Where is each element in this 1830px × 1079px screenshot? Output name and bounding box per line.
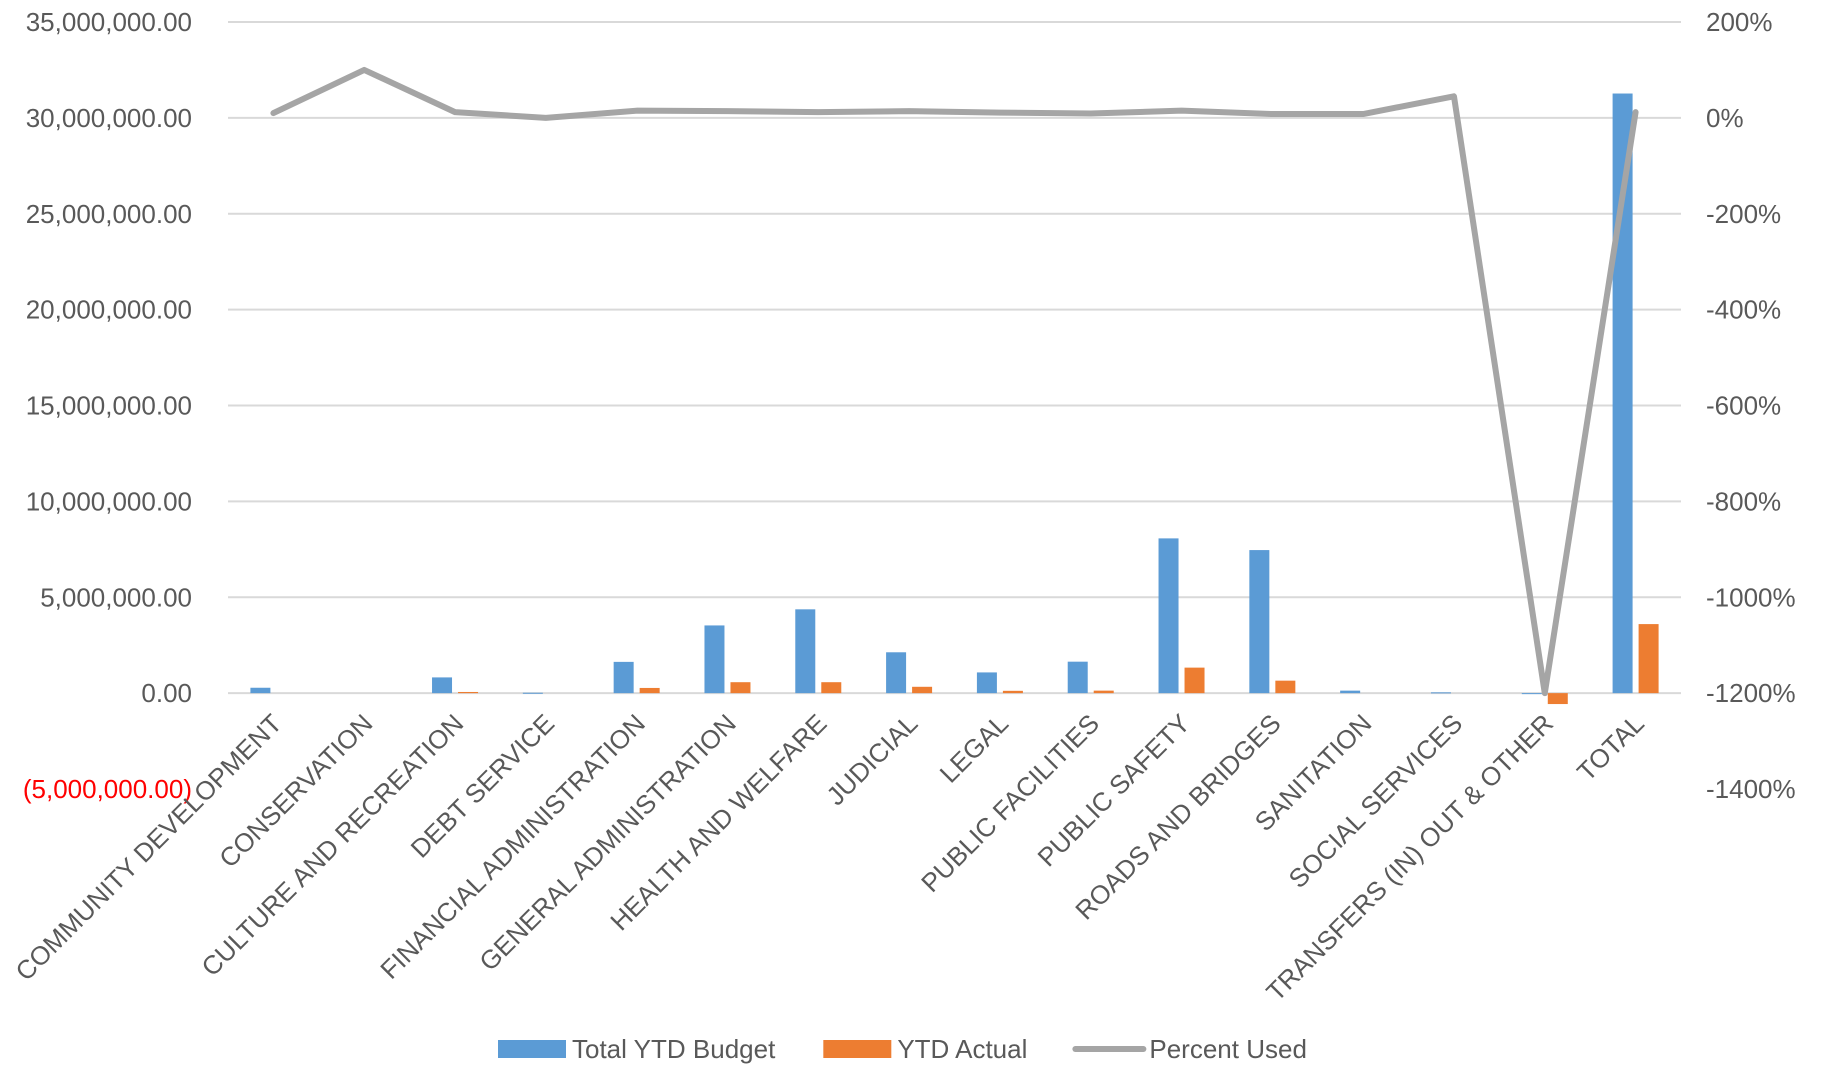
x-category-label: PUBLIC SAFETY [1032, 708, 1196, 872]
budget-bar [886, 652, 907, 694]
actual-bar [1002, 690, 1023, 694]
y-left-tick-label: 5,000,000.00 [40, 582, 192, 612]
legend-swatch [823, 1040, 892, 1058]
actual-bar [458, 691, 479, 694]
y-right-tick-label: -200% [1706, 199, 1781, 229]
percent-used-line [270, 66, 1639, 697]
budget-bar [795, 609, 816, 694]
budget-bar [250, 687, 271, 694]
y-left-tick-label: (5,000,000.00) [23, 774, 192, 804]
budget-bar [522, 692, 543, 694]
actual-bar [912, 686, 933, 694]
x-category-label: CONSERVATION [213, 708, 378, 873]
y-right-tick-label: -1400% [1706, 774, 1796, 804]
actual-bar [1184, 667, 1205, 694]
actual-bar [1275, 680, 1296, 694]
x-category-label: SOCIAL SERVICES [1282, 708, 1468, 894]
budget-bar [976, 672, 997, 694]
budget-bar [1067, 661, 1088, 694]
budget-bar [1521, 693, 1542, 695]
actual-bar [1093, 690, 1114, 694]
x-category-label: PUBLIC FACILITIES [915, 708, 1105, 898]
y-right-tick-label: -1000% [1706, 582, 1796, 612]
budget-bar [1158, 538, 1179, 694]
y-right-tick-label: -400% [1706, 295, 1781, 325]
actual-bar [1547, 693, 1568, 705]
y-right-tick-label: -800% [1706, 486, 1781, 516]
budget-bar [432, 677, 453, 694]
legend-label: Percent Used [1149, 1034, 1307, 1064]
x-category-label: JUDICIAL [820, 708, 923, 811]
y-left-tick-label: 10,000,000.00 [26, 486, 192, 516]
y-left-tick-label: 35,000,000.00 [26, 7, 192, 37]
y-right-tick-label: 200% [1706, 7, 1773, 37]
budget-bar [1340, 690, 1361, 694]
y-left-tick-label: 30,000,000.00 [26, 103, 192, 133]
x-category-label: LEGAL [934, 708, 1014, 788]
y-right-tick-label: -1200% [1706, 678, 1796, 708]
budget-bar [1430, 692, 1451, 694]
y-left-tick-label: 25,000,000.00 [26, 199, 192, 229]
legend-label: YTD Actual [897, 1034, 1027, 1064]
budget-bar [704, 625, 725, 694]
y-left-tick-label: 20,000,000.00 [26, 295, 192, 325]
legend-swatch [498, 1040, 566, 1058]
actual-bar [639, 687, 660, 694]
budget-bar [613, 661, 634, 694]
y-right-tick-label: 0% [1706, 103, 1744, 133]
y-left-tick-label: 15,000,000.00 [26, 391, 192, 421]
x-category-label: TOTAL [1571, 708, 1650, 787]
y-right-tick-label: -600% [1706, 391, 1781, 421]
actual-bar [1638, 624, 1659, 694]
legend-label: Total YTD Budget [572, 1034, 776, 1064]
y-left-tick-label: 0.00 [141, 678, 192, 708]
actual-bar [821, 682, 842, 694]
budget-bar [1249, 550, 1270, 694]
actual-bar [730, 682, 751, 694]
